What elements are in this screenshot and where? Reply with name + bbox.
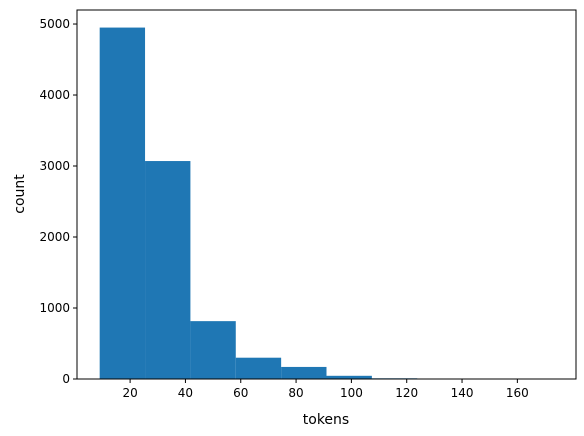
bar [145,161,191,379]
axes-frame [76,9,577,380]
bar [99,27,146,379]
y-axis-label: count [12,174,28,214]
y-tick-label: 2000 [39,230,70,244]
x-tick-label: 140 [451,386,474,400]
x-tick-label: 60 [233,386,248,400]
bar [281,366,327,379]
y-tick-label: 1000 [39,301,70,315]
x-axis-label: tokens [303,412,349,428]
y-tick-label: 0 [62,372,70,386]
x-tick-label: 20 [122,386,137,400]
y-tick-label: 5000 [39,17,70,31]
y-tick-label: 4000 [39,88,70,102]
x-tick-label: 40 [178,386,193,400]
bar [235,357,282,379]
x-tick-label: 120 [395,386,418,400]
x-tick-label: 160 [506,386,529,400]
bar [190,321,236,379]
x-tick-label: 100 [340,386,363,400]
x-tick-label: 80 [288,386,303,400]
bar [326,375,372,379]
y-tick-label: 3000 [39,159,70,173]
